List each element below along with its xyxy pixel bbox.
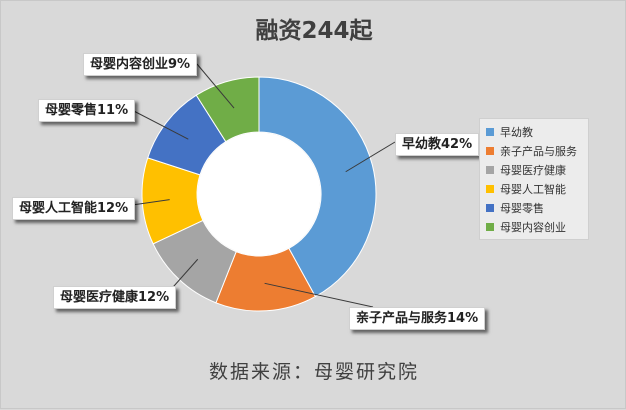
chart-title: 融资244起: [255, 18, 373, 44]
legend-label: 母婴内容创业: [500, 220, 566, 234]
legend-item: 亲子产品与服务: [486, 141, 584, 160]
data-source-note: 数据来源：母婴研究院: [208, 361, 419, 383]
legend-label: 早幼教: [500, 125, 533, 139]
leader-line-maternal-content: [196, 63, 235, 109]
legend-swatch: [486, 127, 494, 136]
donut-hole: [197, 132, 321, 256]
legend-swatch: [486, 165, 494, 174]
legend-item: 母婴内容创业: [486, 217, 584, 236]
leader-line-parenting-products: [264, 282, 374, 308]
legend-item: 母婴医疗健康: [486, 160, 584, 179]
legend-swatch: [486, 203, 494, 212]
legend-item: 母婴零售: [486, 198, 584, 217]
leader-line-maternal-retail: [127, 107, 189, 140]
legend-label: 亲子产品与服务: [500, 144, 577, 158]
legend-label: 母婴零售: [500, 201, 544, 215]
leader-line-early-education: [345, 141, 396, 173]
legend-swatch: [486, 184, 494, 193]
data-label-maternal-ai: 母婴人工智能12%: [12, 197, 136, 220]
data-label-maternal-health: 母婴医疗健康12%: [53, 286, 177, 309]
data-label-maternal-content: 母婴内容创业9%: [83, 53, 198, 76]
data-label-maternal-retail: 母婴零售11%: [38, 99, 136, 122]
donut-slice-early-education: [258, 76, 377, 298]
chart-legend: 早幼教 亲子产品与服务 母婴医疗健康 母婴人工智能 母婴零售 母婴内容创业: [479, 118, 589, 240]
legend-item: 母婴人工智能: [486, 179, 584, 198]
data-label-early-education: 早幼教42%: [395, 133, 480, 156]
legend-item: 早幼教: [486, 122, 584, 141]
legend-label: 母婴医疗健康: [500, 163, 566, 177]
data-label-parenting-products: 亲子产品与服务14%: [349, 307, 486, 330]
legend-swatch: [486, 222, 494, 231]
legend-swatch: [486, 146, 494, 155]
donut-slice-maternal-content: [195, 76, 260, 143]
legend-label: 母婴人工智能: [500, 182, 566, 196]
